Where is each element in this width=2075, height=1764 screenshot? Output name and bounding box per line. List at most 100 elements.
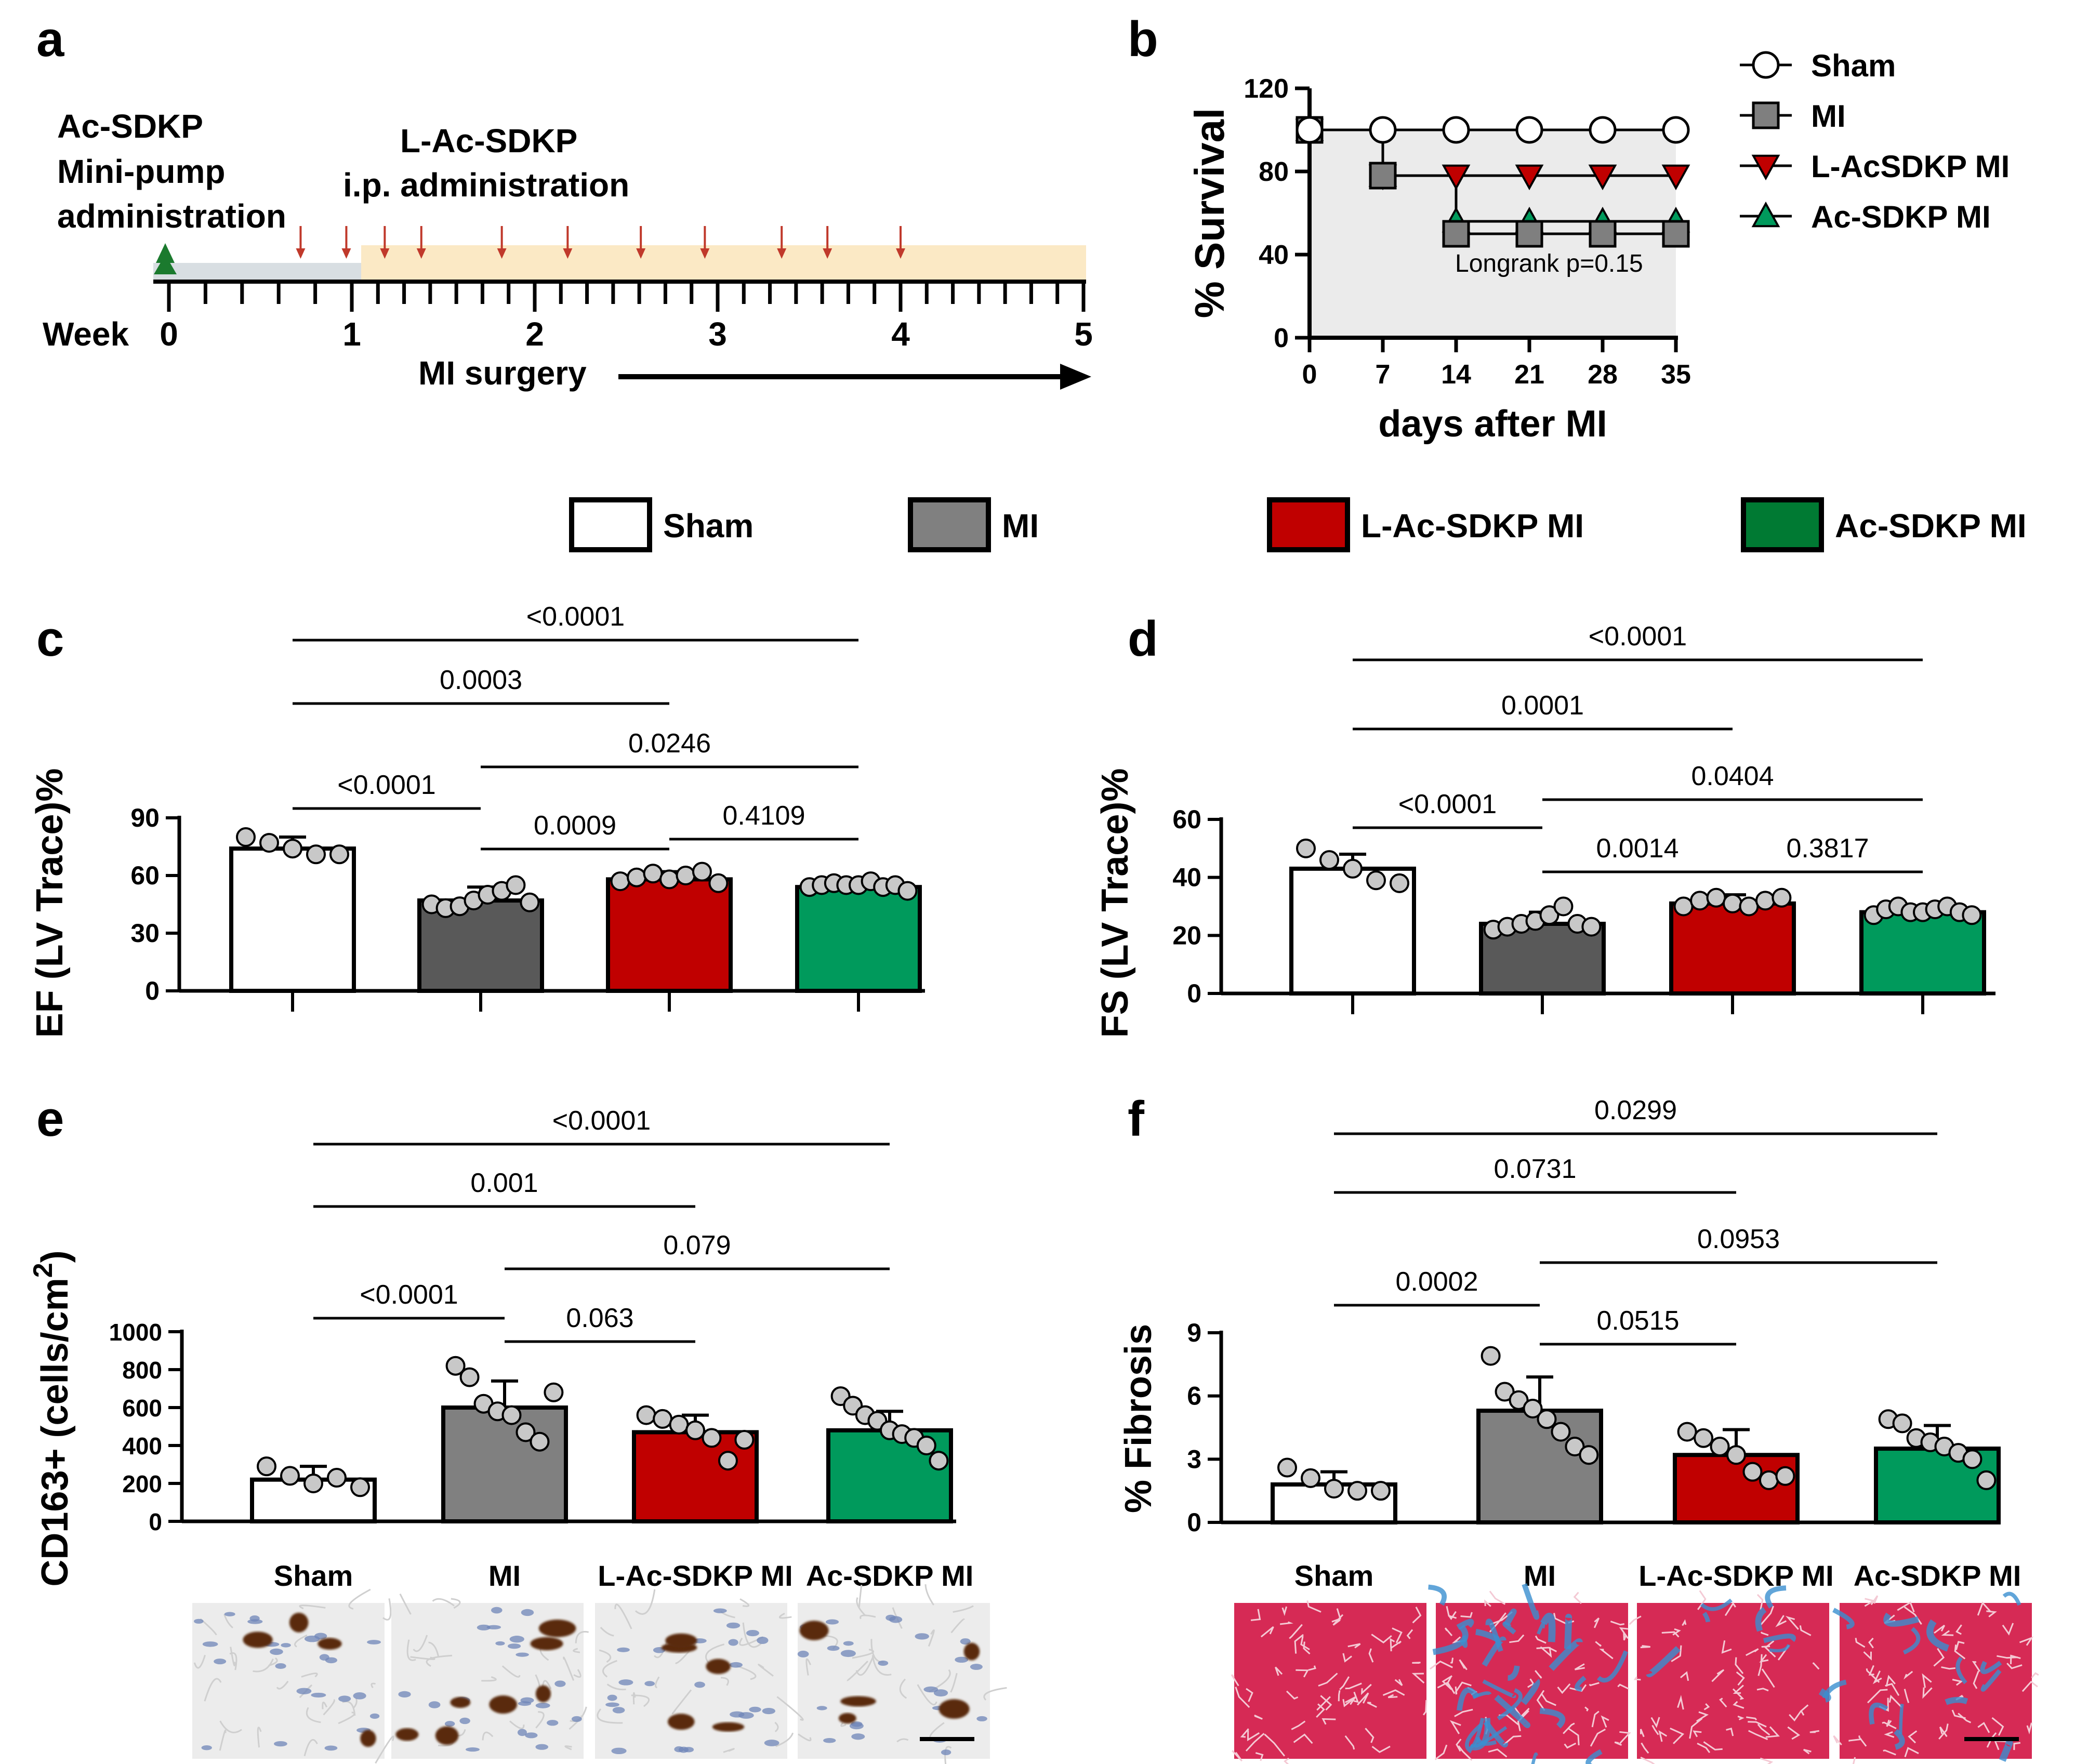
trichrome-membrane bbox=[1855, 1638, 1866, 1648]
trichrome-collagen bbox=[1646, 1646, 1681, 1677]
trichrome-membrane bbox=[1619, 1627, 1629, 1639]
trichrome-collagen bbox=[1945, 1696, 1968, 1705]
trichrome-collagen bbox=[1482, 1636, 1506, 1667]
ihc-nucleus bbox=[933, 1689, 948, 1697]
trichrome-collagen bbox=[1508, 1665, 1520, 1681]
trichrome-membrane bbox=[1693, 1730, 1702, 1738]
ihc-nucleus bbox=[353, 1692, 366, 1700]
trichrome-collagen bbox=[1465, 1723, 1483, 1754]
trichrome-membrane bbox=[1958, 1713, 1972, 1723]
data-point-0 bbox=[306, 844, 326, 865]
ihc-nucleus bbox=[885, 1614, 896, 1621]
trichrome-collagen bbox=[1428, 1584, 1447, 1606]
trichrome-membrane bbox=[1868, 1665, 1874, 1676]
injection-arrow-head bbox=[777, 248, 787, 259]
ihc-nucleus bbox=[728, 1639, 738, 1646]
trichrome-membrane bbox=[1641, 1742, 1649, 1754]
ihc-nucleus bbox=[970, 1664, 983, 1670]
ihc-nucleus bbox=[486, 1625, 501, 1629]
trichrome-membrane bbox=[1390, 1638, 1395, 1652]
trichrome-membrane bbox=[1888, 1694, 1902, 1708]
injection-arrow-head bbox=[416, 248, 426, 259]
survival-x-tick-label: 14 bbox=[1441, 360, 1471, 390]
trichrome-membrane bbox=[1955, 1624, 1962, 1635]
trichrome-membrane bbox=[1868, 1637, 1874, 1649]
bar-3 bbox=[1859, 910, 1986, 996]
ihc-nucleus bbox=[214, 1659, 227, 1665]
trichrome-membrane bbox=[1941, 1666, 1955, 1670]
bar-2 bbox=[1673, 1453, 1800, 1524]
survival-point-sham bbox=[1369, 116, 1397, 144]
trichrome-collagen bbox=[1955, 1656, 1967, 1685]
injection-arrow-head bbox=[700, 248, 710, 259]
ihc-nucleus bbox=[311, 1692, 326, 1697]
survival-y-tick-label: 40 bbox=[1259, 240, 1289, 270]
ihc-fiber bbox=[840, 1722, 847, 1727]
trichrome-membrane bbox=[1748, 1721, 1767, 1728]
bar-2 bbox=[606, 877, 733, 993]
trichrome-membrane bbox=[1629, 1615, 1642, 1625]
ihc-fiber bbox=[775, 1732, 794, 1747]
ihc-fiber bbox=[892, 1607, 903, 1629]
data-point-2 bbox=[708, 873, 729, 893]
ihc-fiber bbox=[671, 1689, 692, 1715]
trichrome-membrane bbox=[1599, 1649, 1614, 1660]
trichrome-membrane bbox=[1761, 1668, 1775, 1688]
trichrome-membrane bbox=[1939, 1726, 1948, 1738]
ihc-fiber bbox=[371, 1682, 376, 1689]
y-tick-label: 0 bbox=[145, 976, 160, 1005]
trichrome-membrane bbox=[1619, 1731, 1631, 1744]
survival-point-mi bbox=[1442, 220, 1470, 248]
trichrome-membrane bbox=[1670, 1727, 1685, 1744]
data-point-0 bbox=[1343, 858, 1363, 879]
trichrome-membrane bbox=[1564, 1742, 1577, 1749]
trichrome-membrane bbox=[1590, 1728, 1606, 1747]
trichrome-collagen bbox=[1596, 1650, 1628, 1683]
data-point-3 bbox=[1962, 1449, 1983, 1469]
comparison-label: 0.0009 bbox=[534, 811, 616, 841]
ihc-fiber bbox=[481, 1676, 497, 1682]
survival-y-tick-label: 120 bbox=[1244, 74, 1289, 104]
category-label: Ac-SDKP MI bbox=[1854, 1559, 2021, 1592]
y-axis-title: EF (LV Trace)% bbox=[29, 768, 71, 1038]
trichrome-membrane bbox=[1557, 1683, 1571, 1694]
trichrome-membrane bbox=[1345, 1696, 1356, 1705]
y-axis-title: % Fibrosis bbox=[1118, 1324, 1159, 1513]
comparison-label: 0.0404 bbox=[1691, 761, 1774, 791]
comparison-label: 0.0515 bbox=[1596, 1306, 1679, 1336]
y-tick-label: 400 bbox=[122, 1433, 162, 1460]
trichrome-membrane bbox=[1760, 1606, 1774, 1625]
ip-label-line-2: i.p. administration bbox=[343, 166, 629, 204]
trichrome-membrane bbox=[1342, 1697, 1356, 1707]
ihc-fiber bbox=[858, 1585, 863, 1608]
trichrome-membrane bbox=[1365, 1728, 1374, 1743]
trichrome-collagen bbox=[1564, 1613, 1572, 1649]
trichrome-collagen bbox=[1899, 1703, 1904, 1734]
trichrome-membrane bbox=[1240, 1728, 1249, 1738]
comparison-label: 0.0246 bbox=[628, 728, 711, 759]
bar-3 bbox=[795, 885, 922, 993]
trichrome-membrane bbox=[1563, 1722, 1575, 1734]
trichrome-membrane bbox=[1787, 1726, 1801, 1740]
category-label: Sham bbox=[274, 1559, 353, 1592]
trichrome-membrane bbox=[1883, 1749, 1896, 1756]
data-point-0 bbox=[329, 844, 349, 865]
data-point-3 bbox=[1892, 1413, 1912, 1434]
trichrome-membrane bbox=[1584, 1706, 1589, 1712]
survival-point-mi bbox=[1589, 220, 1617, 248]
trichrome-membrane bbox=[1284, 1757, 1289, 1764]
panel-letter-d: d bbox=[1128, 611, 1158, 667]
ihc-fiber bbox=[428, 1641, 440, 1657]
ihc-fiber bbox=[736, 1665, 757, 1680]
trichrome-membrane bbox=[1279, 1621, 1291, 1625]
data-point-2 bbox=[659, 869, 679, 890]
ihc-fiber bbox=[451, 1598, 461, 1609]
trichrome-collagen bbox=[1539, 1707, 1566, 1729]
data-point-1 bbox=[445, 1356, 466, 1376]
ihc-nucleus bbox=[849, 1722, 864, 1730]
comparison-label: 0.0953 bbox=[1697, 1224, 1780, 1254]
ihc-cd163-cell bbox=[706, 1659, 731, 1674]
injection-arrow-head bbox=[341, 248, 351, 259]
surgery-arrow-head bbox=[1060, 364, 1091, 390]
data-point-2 bbox=[1775, 1466, 1795, 1486]
